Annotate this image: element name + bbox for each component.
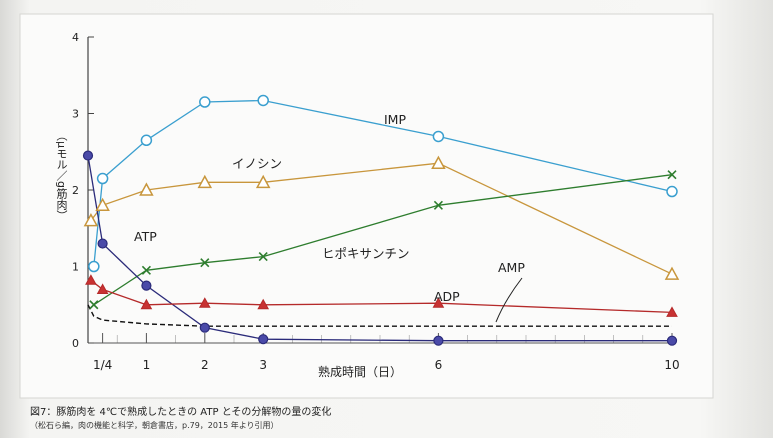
data-point-ADP	[666, 306, 678, 317]
data-point-ヒポキサンチン	[200, 258, 210, 268]
x-tick-label: 6	[435, 358, 443, 372]
data-point-ADP	[140, 298, 153, 310]
x-axis-label: 熟成時間（日）	[318, 364, 402, 379]
y-tick-label: 3	[72, 108, 79, 121]
data-point-IMP	[140, 134, 153, 147]
x-tick-label: 1/4	[93, 358, 112, 372]
data-point-ATP	[82, 150, 94, 161]
data-point-ヒポキサンチン	[433, 200, 443, 210]
data-point-ATP	[141, 280, 152, 291]
data-point-ATP	[666, 335, 678, 346]
series-label-ATP: ATP	[134, 229, 157, 244]
y-axis-label: （μモル／g筋肉）	[55, 130, 68, 221]
data-point-ヒポキサンチン	[89, 300, 99, 310]
y-tick-label: 0	[72, 337, 79, 350]
series-line-AMP	[87, 304, 672, 327]
data-point-イノシン	[255, 174, 271, 189]
data-point-IMP	[666, 185, 678, 198]
data-point-ヒポキサンチン	[667, 170, 677, 180]
data-point-ATP	[433, 335, 444, 346]
data-point-ADP	[257, 298, 270, 310]
data-point-ATP	[258, 334, 269, 345]
data-point-IMP	[88, 260, 100, 273]
data-point-イノシン	[95, 197, 110, 212]
data-point-IMP	[199, 96, 211, 108]
data-point-イノシン	[83, 213, 99, 227]
x-tick-label: 1	[143, 358, 151, 372]
data-point-ADP	[96, 283, 109, 294]
series-line-ヒポキサンチン	[93, 174, 673, 306]
data-point-イノシン	[197, 174, 213, 189]
data-point-イノシン	[139, 182, 154, 196]
amp-leader-line	[495, 277, 523, 323]
y-tick-label: 4	[72, 31, 79, 44]
data-point-ADP	[432, 297, 445, 308]
data-point-ATP	[97, 238, 108, 249]
x-tick-label: 10	[664, 358, 679, 372]
data-point-IMP	[257, 94, 269, 107]
series-label-イノシン: イノシン	[232, 156, 282, 171]
data-point-IMP	[96, 172, 109, 185]
figure-caption: 図7：豚筋肉を 4℃で熟成したときの ATP とその分解物の量の変化	[30, 407, 332, 418]
data-point-ヒポキサンチン	[258, 251, 268, 262]
x-tick-label: 2	[201, 358, 209, 372]
series-label-ADP: ADP	[434, 289, 460, 304]
data-point-イノシン	[431, 155, 446, 169]
data-point-IMP	[432, 130, 445, 143]
data-point-イノシン	[664, 266, 680, 280]
chart-panel	[19, 13, 714, 399]
data-point-ADP	[198, 297, 211, 308]
y-tick-label: 2	[72, 184, 79, 197]
series-label-IMP: IMP	[384, 112, 406, 127]
series-label-ヒポキサンチン: ヒポキサンチン	[322, 246, 410, 261]
data-point-ヒポキサンチン	[141, 265, 151, 275]
x-tick-label: 3	[259, 358, 267, 372]
series-label-AMP: AMP	[498, 260, 525, 275]
data-point-ADP	[85, 274, 97, 285]
figure-source: （松石ら編，肉の機能と科学，朝倉書店，p.79，2015 年より引用）	[30, 421, 279, 430]
data-point-ATP	[199, 322, 210, 333]
y-tick-label: 1	[72, 261, 79, 274]
